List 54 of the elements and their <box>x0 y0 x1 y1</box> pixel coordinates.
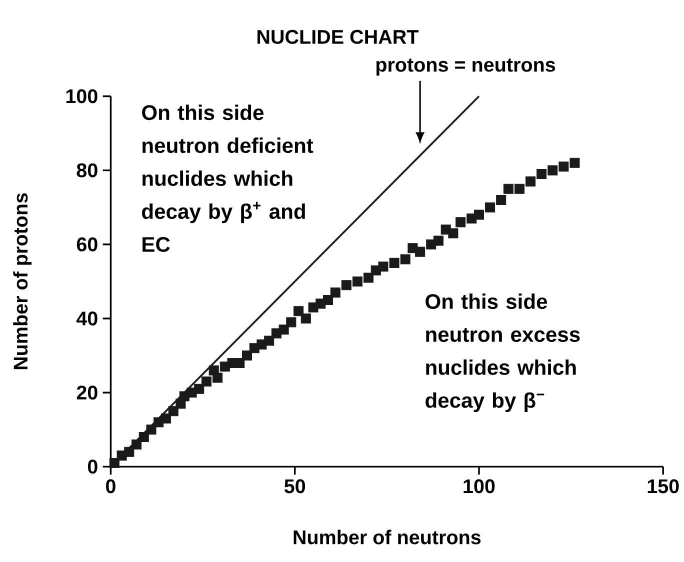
text: On this side neutron deficient nuclides which decay by β$^{+}$ and EC <box>142 104 314 252</box>
x-tick-label: 100 <box>464 479 495 494</box>
point <box>496 195 506 206</box>
point <box>558 162 569 172</box>
point <box>503 184 514 194</box>
point <box>194 384 204 394</box>
point <box>300 314 311 324</box>
point <box>201 376 212 387</box>
x-tick-label: 0 <box>106 479 116 494</box>
point <box>294 306 304 316</box>
point <box>433 236 444 246</box>
y-tick-label: 0 <box>88 460 98 474</box>
y-tick-label: 60 <box>76 238 98 252</box>
point <box>352 276 362 287</box>
point <box>415 247 426 258</box>
point <box>456 217 466 228</box>
point <box>570 158 580 168</box>
point <box>138 432 149 442</box>
point <box>364 272 374 283</box>
point <box>474 210 484 220</box>
point <box>448 228 458 239</box>
point <box>514 184 524 194</box>
point <box>242 350 252 361</box>
y-axis-title: Number of protons <box>13 194 32 370</box>
point <box>341 280 352 290</box>
point <box>264 336 274 346</box>
y-tick-label: 80 <box>76 164 98 178</box>
point <box>536 169 547 180</box>
y-tick-label: 20 <box>76 386 98 400</box>
point <box>548 166 558 176</box>
point <box>146 424 156 435</box>
point <box>322 295 334 306</box>
y-tick-label: 40 <box>76 312 98 326</box>
point <box>109 458 120 468</box>
point <box>132 440 142 450</box>
point <box>168 406 178 416</box>
point <box>526 176 536 187</box>
x-tick-label: 50 <box>284 479 306 494</box>
x-axis-title: Number of neutrons <box>294 530 481 545</box>
x-tick-label: 150 <box>648 479 679 494</box>
point <box>330 288 340 298</box>
y-tick-label: 100 <box>66 89 98 104</box>
point <box>378 262 388 272</box>
point <box>212 372 223 383</box>
point <box>389 258 400 268</box>
text: protons = neutrons <box>376 58 556 76</box>
point <box>278 324 289 335</box>
chart-title: NUCLIDE CHART <box>258 30 419 44</box>
point <box>160 414 171 424</box>
point <box>286 317 296 328</box>
point <box>400 254 410 264</box>
point <box>485 202 496 213</box>
annotation: On this side neutron excess nuclides which decay by β$^{−}$ <box>426 294 580 412</box>
point <box>124 447 134 458</box>
